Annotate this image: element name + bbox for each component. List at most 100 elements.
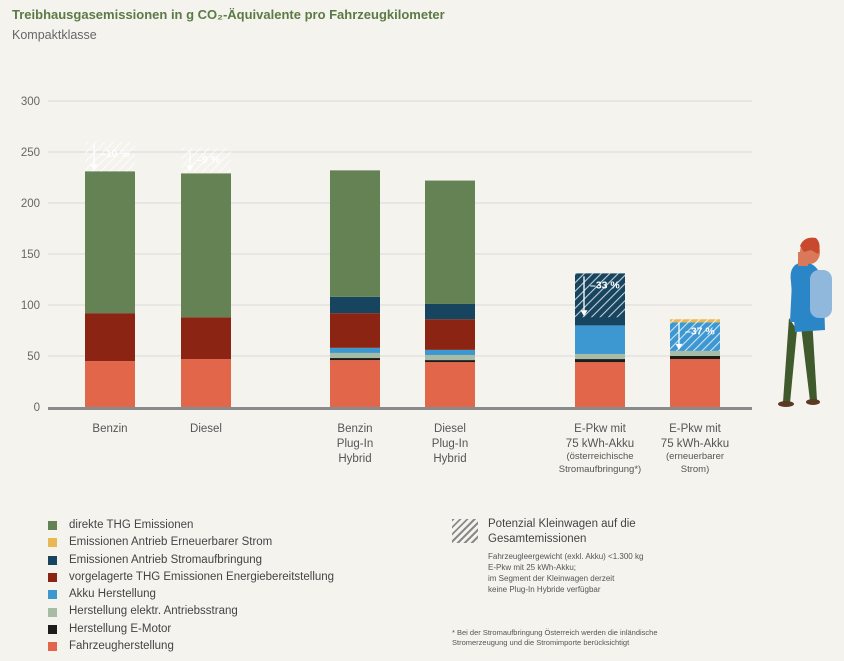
x-category-label: Benzin [92, 423, 127, 435]
bar-segment [330, 296, 380, 314]
potenzial-note-line: E-Pkw mit 25 kWh-Akku; [488, 563, 577, 572]
bars-layer: –10 % –9 % –33 % –37 % [48, 141, 752, 410]
hatch-swatch [452, 519, 478, 543]
bar-segment [670, 356, 720, 360]
legend-swatch [48, 590, 57, 600]
legend-label: Emissionen Antrieb Erneuerbarer Strom [69, 536, 273, 549]
x-category-label: Strom) [681, 464, 710, 475]
y-tick-label: 200 [21, 198, 40, 210]
y-tick-label: 0 [34, 402, 40, 414]
bar-segment [85, 171, 135, 314]
legend-label: Fahrzeugherstellung [69, 640, 174, 653]
x-category-label: E-Pkw mit [669, 423, 722, 435]
legend-swatch [48, 538, 57, 548]
legend-item: Emissionen Antrieb Erneuerbarer Strom [48, 534, 334, 551]
legend-swatch [48, 573, 57, 583]
y-tick-label: 100 [21, 300, 40, 312]
x-axis-line [48, 407, 752, 410]
chart-title: Treibhausgasemissionen in g CO₂-Äquivale… [12, 7, 445, 22]
bar-segment [330, 347, 380, 353]
legend-label: Akku Herstellung [69, 588, 156, 601]
x-category-label: (erneuerbarer [666, 451, 724, 462]
bar-segment [425, 354, 475, 361]
bar-segment [181, 173, 231, 318]
bar-segment [85, 313, 135, 362]
legend-item: Fahrzeugherstellung [48, 638, 334, 655]
grid-layer: 0 50 100 150 200 250 300 [21, 96, 752, 414]
bar-segment [670, 359, 720, 407]
bar-segment [670, 350, 720, 356]
person-illustration [778, 237, 832, 407]
x-category-label: Benzin [337, 423, 372, 435]
bar-segment [425, 319, 475, 350]
x-category-label: Diesel [434, 423, 466, 435]
legend-swatch [48, 624, 57, 634]
x-category-label: 75 kWh-Akku [661, 438, 729, 450]
potenzial-hatch [575, 273, 625, 318]
bar-segment [330, 313, 380, 348]
bar-segment [425, 360, 475, 363]
legend-label: direkte THG Emissionen [69, 519, 194, 531]
legend-item: Herstellung elektr. Antriebsstrang [48, 603, 334, 620]
legend-label: Emissionen Antrieb Stromaufbringung [69, 553, 263, 566]
arrow-head [580, 310, 588, 317]
potenzial-note-line: keine Plug-In Hybride verfügbar [488, 585, 601, 594]
x-category-label: Plug-In [432, 438, 468, 450]
potenzial-label: –37 % [685, 325, 715, 337]
bar-segment [575, 325, 625, 354]
legend-item: direkte THG Emissionen [48, 517, 334, 534]
x-category-label: Plug-In [337, 438, 373, 450]
legend-item: vorgelagerte THG Emissionen Energieberei… [48, 569, 334, 586]
potenzial-note: Fahrzeugleergewicht (exkl. Akku) <1.300 … [488, 551, 718, 595]
x-category-label: 75 kWh-Akku [566, 438, 634, 450]
bar-segment [330, 360, 380, 407]
y-tick-label: 150 [21, 249, 40, 261]
stacked-bar-chart: 0 50 100 150 200 250 300 –10 % –9 % –33 % –37 % B… [21, 96, 832, 475]
y-tick-label: 300 [21, 96, 40, 108]
potenzial-note-line: im Segment der Kleinwagen derzeit [488, 574, 615, 583]
legend-item: Emissionen Antrieb Stromaufbringung [48, 552, 334, 569]
legend-swatch [48, 607, 57, 617]
x-category-label: (österreichische [566, 451, 633, 462]
y-tick-label: 50 [27, 351, 40, 363]
bar-segment [575, 362, 625, 407]
arrow-head [90, 164, 98, 171]
bar-segment [575, 359, 625, 363]
x-labels-layer: Benzin Diesel Benzin Plug-In Hybrid Diesel Plu… [92, 423, 729, 475]
legend-label: Herstellung elektr. Antriebsstrang [69, 605, 238, 618]
chart-subtitle: Kompaktklasse [12, 28, 97, 42]
bar-segment [330, 358, 380, 361]
legend-swatch [48, 521, 57, 531]
legend-item: Herstellung E-Motor [48, 621, 334, 638]
legend-label: vorgelagerte THG Emissionen Energieberei… [69, 570, 335, 583]
bar-segment [181, 359, 231, 407]
potenzial-label: –33 % [590, 279, 620, 291]
y-tick-label: 250 [21, 147, 40, 159]
x-category-label: E-Pkw mit [574, 423, 627, 435]
bar-segment [85, 361, 135, 407]
arrow-head [186, 165, 194, 172]
bar-segment [575, 353, 625, 360]
legend: direkte THG Emissionen Emissionen Antrieb… [48, 517, 334, 655]
footnote: * Bei der Stromaufbringung Österreich we… [452, 628, 772, 648]
bar-segment [425, 362, 475, 407]
bar-segment [330, 170, 380, 297]
potenzial-label: Potenzial Kleinwagen auf die Gesamtemiss… [488, 518, 636, 545]
potenzial-label: –10 % [100, 148, 130, 160]
x-category-label: Stromaufbringung*) [559, 464, 641, 475]
legend-item: Akku Herstellung [48, 586, 334, 603]
legend-label: Herstellung E-Motor [69, 622, 172, 635]
x-category-label: Diesel [190, 423, 222, 435]
legend-swatch [48, 555, 57, 565]
bar-segment [181, 317, 231, 360]
bar-segment [425, 303, 475, 320]
footnote-line: * Bei der Stromaufbringung Österreich we… [452, 628, 658, 637]
x-category-label: Hybrid [338, 453, 371, 465]
bar-segment [330, 352, 380, 359]
bar-segment [425, 349, 475, 355]
legend-swatch [48, 642, 57, 652]
potenzial-note-line: Fahrzeugleergewicht (exkl. Akku) <1.300 … [488, 552, 644, 561]
arrow-head [675, 343, 683, 350]
bar-segment [425, 180, 475, 304]
potenzial-label: –9 % [196, 154, 221, 166]
